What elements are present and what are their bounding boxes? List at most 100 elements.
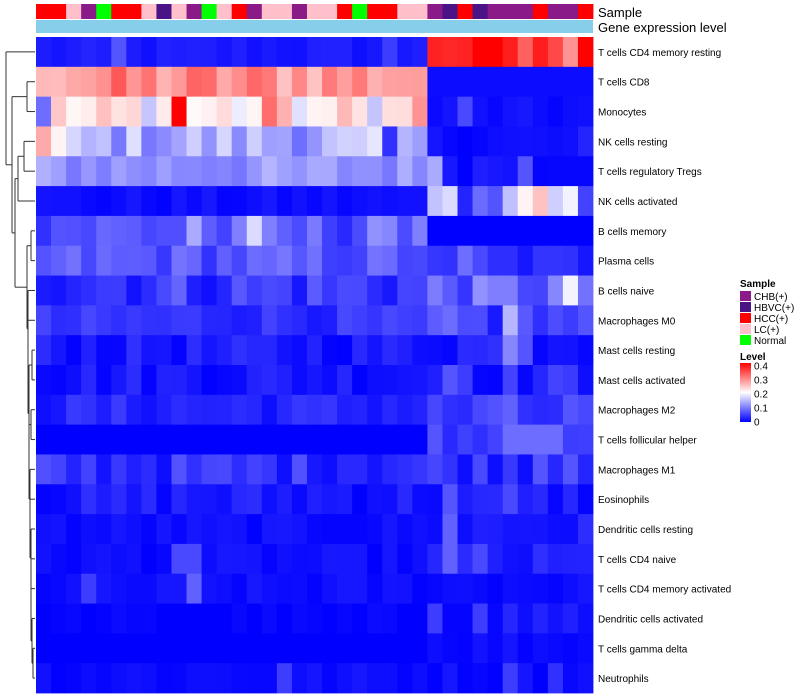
heat-cell <box>457 633 473 664</box>
heat-cell <box>126 215 142 247</box>
sample-legend-swatch <box>740 302 751 312</box>
heat-cell <box>216 603 233 634</box>
heat-cell <box>517 215 534 247</box>
heat-cell <box>352 37 368 68</box>
heat-cell <box>291 37 308 68</box>
heat-cell <box>111 633 127 664</box>
heat-cell <box>306 633 323 664</box>
heat-cell <box>352 156 368 187</box>
heat-cell <box>171 573 187 604</box>
heat-cell <box>472 573 489 604</box>
heat-cell <box>231 96 248 127</box>
heat-cell <box>141 66 157 98</box>
heat-cell <box>36 96 52 127</box>
heat-cell <box>186 186 202 217</box>
heat-cell <box>502 96 519 127</box>
heat-cell <box>141 543 157 575</box>
heat-cell <box>457 37 473 68</box>
heat-cell <box>532 96 549 127</box>
heat-cell <box>322 514 338 545</box>
heat-cell <box>502 394 519 426</box>
heat-cell <box>276 543 293 575</box>
heat-cell <box>171 215 187 247</box>
heat-cell <box>261 454 278 485</box>
heat-cell <box>111 126 127 157</box>
heat-cell <box>502 514 519 545</box>
heat-cell <box>51 663 67 694</box>
heat-cell <box>352 335 368 366</box>
heat-cell <box>322 335 338 366</box>
heat-cell <box>51 215 67 247</box>
row-label: Dendritic cells activated <box>598 615 703 626</box>
heat-cell <box>111 215 127 247</box>
heat-cell <box>201 663 218 694</box>
heat-cell <box>186 37 202 68</box>
row-label: NK cells activated <box>598 197 677 208</box>
heat-cell <box>352 514 368 545</box>
heat-cell <box>517 424 534 455</box>
heat-cell <box>246 633 263 664</box>
heat-cell <box>246 603 263 634</box>
sample-annotation-cell <box>36 4 52 19</box>
heat-cell <box>291 305 308 336</box>
heat-cell <box>201 543 218 575</box>
heat-cell <box>186 126 202 157</box>
heat-cell <box>51 96 67 127</box>
heat-cell <box>171 245 187 276</box>
heat-cell <box>427 365 443 396</box>
heat-cell <box>487 37 504 68</box>
heat-cell <box>457 335 473 366</box>
heat-cell <box>442 66 458 98</box>
heat-cell <box>186 543 202 575</box>
heat-cell <box>216 365 233 396</box>
sample-annotation-cell <box>487 4 504 19</box>
heat-cell <box>51 37 67 68</box>
heat-cell <box>81 156 97 187</box>
heat-cell <box>81 305 97 336</box>
heat-cell <box>156 514 172 545</box>
heat-cell <box>367 156 383 187</box>
heat-cell <box>367 215 383 247</box>
heat-cell <box>412 215 428 247</box>
row-dendrogram <box>5 51 35 679</box>
heat-cell <box>517 245 534 276</box>
heat-cell <box>367 424 383 455</box>
heat-cell <box>141 245 157 276</box>
heat-cell <box>547 126 564 157</box>
heat-cell <box>96 156 112 187</box>
heat-cell <box>156 37 172 68</box>
heat-cell <box>457 126 473 157</box>
heat-cell <box>412 514 428 545</box>
heat-cell <box>352 424 368 455</box>
heat-cell <box>547 66 564 98</box>
heat-cell <box>126 454 142 485</box>
heat-cell <box>427 186 443 217</box>
heat-cell <box>442 424 458 455</box>
heat-cell <box>412 37 428 68</box>
heat-cell <box>337 37 353 68</box>
heat-cell <box>291 126 308 157</box>
sample-annotation-cell <box>427 4 443 19</box>
heat-cell <box>36 186 52 217</box>
heat-cell <box>96 365 112 396</box>
sample-annotation-cell <box>337 4 353 19</box>
heat-cell <box>96 275 112 306</box>
heat-cell <box>487 126 504 157</box>
heat-cell <box>186 215 202 247</box>
heat-cell <box>66 245 82 276</box>
heat-cell <box>547 215 564 247</box>
heat-cell <box>532 663 549 694</box>
heat-cell <box>337 156 353 187</box>
heat-cell <box>141 663 157 694</box>
heat-cell <box>36 424 52 455</box>
heat-cell <box>322 96 338 127</box>
heat-cell <box>201 275 218 306</box>
heat-cell <box>397 603 413 634</box>
heat-cell <box>427 663 443 694</box>
heat-cell <box>246 96 263 127</box>
row-label: T cells follicular helper <box>598 436 697 447</box>
heat-cell <box>577 484 594 515</box>
heat-cell <box>111 365 127 396</box>
heat-cell <box>231 156 248 187</box>
heat-cell <box>562 215 579 247</box>
